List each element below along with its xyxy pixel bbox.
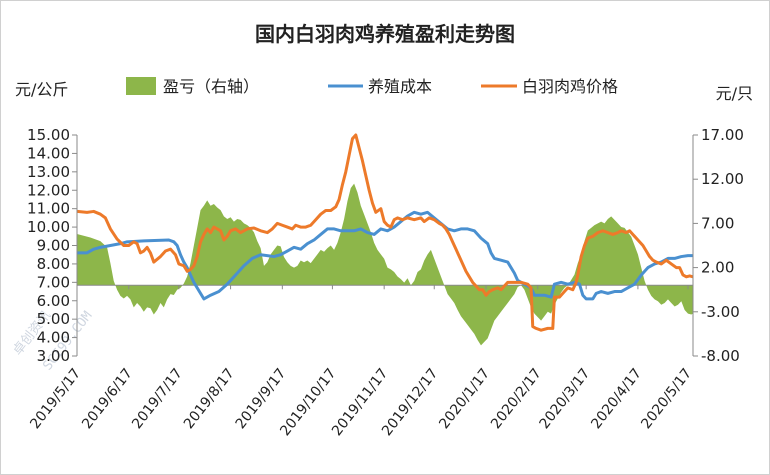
legend-label-profit: 盈亏（右轴） [163, 77, 259, 96]
series-line-cost [77, 210, 693, 301]
legend-label-cost: 养殖成本 [368, 77, 432, 96]
left-axis-tick-label: 15.00 [27, 126, 70, 144]
chart-title: 国内白羽肉鸡养殖盈利走势图 [255, 22, 515, 46]
right-axis-tick-label: -3.00 [701, 303, 740, 321]
x-axis-tick-label: 2019/8/17 [181, 366, 238, 432]
x-axis-tick-label: 2020/5/17 [638, 366, 695, 432]
left-axis-tick-label: 9.00 [37, 237, 70, 255]
right-axis-unit: 元/只 [716, 84, 753, 103]
left-axis-unit: 元/公斤 [15, 80, 68, 99]
x-axis-tick-label: 2019/6/17 [79, 366, 136, 432]
left-axis-tick-label: 6.00 [37, 292, 70, 310]
right-axis-tick-label: 12.00 [701, 170, 744, 188]
x-axis-tick-label: 2020/1/17 [436, 366, 493, 432]
legend-swatch-profit [126, 77, 156, 95]
left-axis-tick-label: 12.00 [27, 181, 70, 199]
plot-area [76, 133, 694, 346]
left-axis-tick-label: 8.00 [37, 255, 70, 273]
x-axis-tick-label: 2020/3/17 [537, 366, 594, 432]
x-axis-tick-label: 2019/7/17 [129, 366, 186, 432]
left-axis-tick-label: 7.00 [37, 273, 70, 291]
right-axis-tick-label: 7.00 [701, 214, 734, 232]
left-axis-tick-label: 14.00 [27, 144, 70, 162]
legend: 盈亏（右轴） 养殖成本 白羽肉鸡价格 [126, 77, 618, 96]
x-axis-tick-label: 2019/9/17 [233, 366, 290, 432]
left-axis-tick-label: 5.00 [37, 310, 70, 328]
left-axis-tick-label: 3.00 [37, 347, 70, 365]
legend-label-price: 白羽肉鸡价格 [522, 77, 618, 96]
left-axis-tick-label: 10.00 [27, 218, 70, 236]
right-axis-tick-label: 2.00 [701, 259, 734, 277]
series-line-price [76, 133, 694, 332]
x-axis-tick-label: 2019/5/17 [27, 366, 84, 432]
left-axis-tick-label: 13.00 [27, 163, 70, 181]
left-axis-tick-label: 11.00 [27, 200, 70, 218]
x-axis-tick-label: 2020/4/17 [588, 366, 645, 432]
right-axis-tick-label: 17.00 [701, 126, 744, 144]
series-area-profit [77, 183, 693, 346]
left-axis-tick-label: 4.00 [37, 329, 70, 347]
right-axis-tick-label: -8.00 [701, 347, 740, 365]
